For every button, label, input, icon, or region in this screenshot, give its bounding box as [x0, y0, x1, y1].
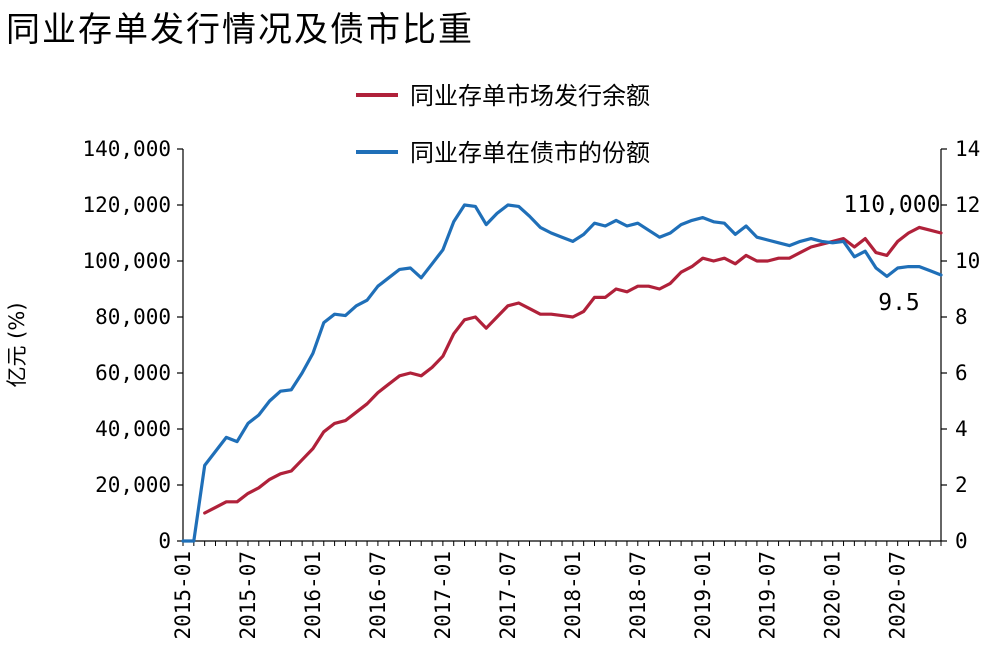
chart-title: 同业存单发行情况及债市比重 — [6, 10, 474, 50]
y-tick-label-left: 80,000 — [95, 305, 171, 329]
x-tick-label: 2016-07 — [366, 551, 390, 640]
data-label-1: 110,000 — [844, 192, 941, 218]
legend-label-2: 同业存单在债市的份额 — [410, 139, 650, 167]
x-tick-label: 2018-07 — [626, 551, 650, 640]
y-tick-label-right: 12 — [955, 193, 980, 217]
y-tick-label-right: 14 — [955, 137, 980, 161]
x-tick-label: 2020-07 — [886, 551, 910, 640]
x-tick-label: 2015-07 — [236, 551, 260, 640]
x-tick-label: 2017-07 — [496, 551, 520, 640]
x-tick-label: 2018-01 — [561, 551, 585, 640]
y-tick-label-right: 8 — [955, 305, 968, 329]
y-tick-label-right: 4 — [955, 417, 968, 441]
data-label-2: 9.5 — [878, 290, 920, 316]
y-tick-label-left: 60,000 — [95, 361, 171, 385]
series-line-1 — [203, 225, 943, 515]
y-tick-label-left: 140,000 — [82, 137, 171, 161]
y-tick-label-right: 6 — [955, 361, 968, 385]
x-tick-label: 2017-01 — [431, 551, 455, 640]
y-tick-label-left: 40,000 — [95, 417, 171, 441]
x-tick-label: 2019-07 — [756, 551, 780, 640]
y-tick-label-right: 10 — [955, 249, 980, 273]
legend-label-1: 同业存单市场发行余额 — [410, 82, 650, 110]
y-tick-label-right: 0 — [955, 529, 968, 553]
annotations: 110,000 9.5 — [844, 192, 941, 316]
y-tick-label-left: 100,000 — [82, 249, 171, 273]
y-tick-label-left: 0 — [158, 529, 171, 553]
y-axis-label: 亿元 (%) — [5, 302, 29, 387]
x-tick-label: 2016-01 — [301, 551, 325, 640]
y-tick-label-right: 2 — [955, 473, 968, 497]
y-tick-label-left: 120,000 — [82, 193, 171, 217]
x-tick-label: 2020-01 — [821, 551, 845, 640]
x-tick-label: 2015-01 — [171, 551, 195, 640]
series-line-2 — [181, 203, 943, 543]
series-layer — [181, 203, 943, 543]
axes: 0 20,000 40,000 60,000 80,000 100,000 120,000 1… — [82, 137, 980, 640]
y-tick-label-left: 20,000 — [95, 473, 171, 497]
x-tick-label: 2019-01 — [691, 551, 715, 640]
